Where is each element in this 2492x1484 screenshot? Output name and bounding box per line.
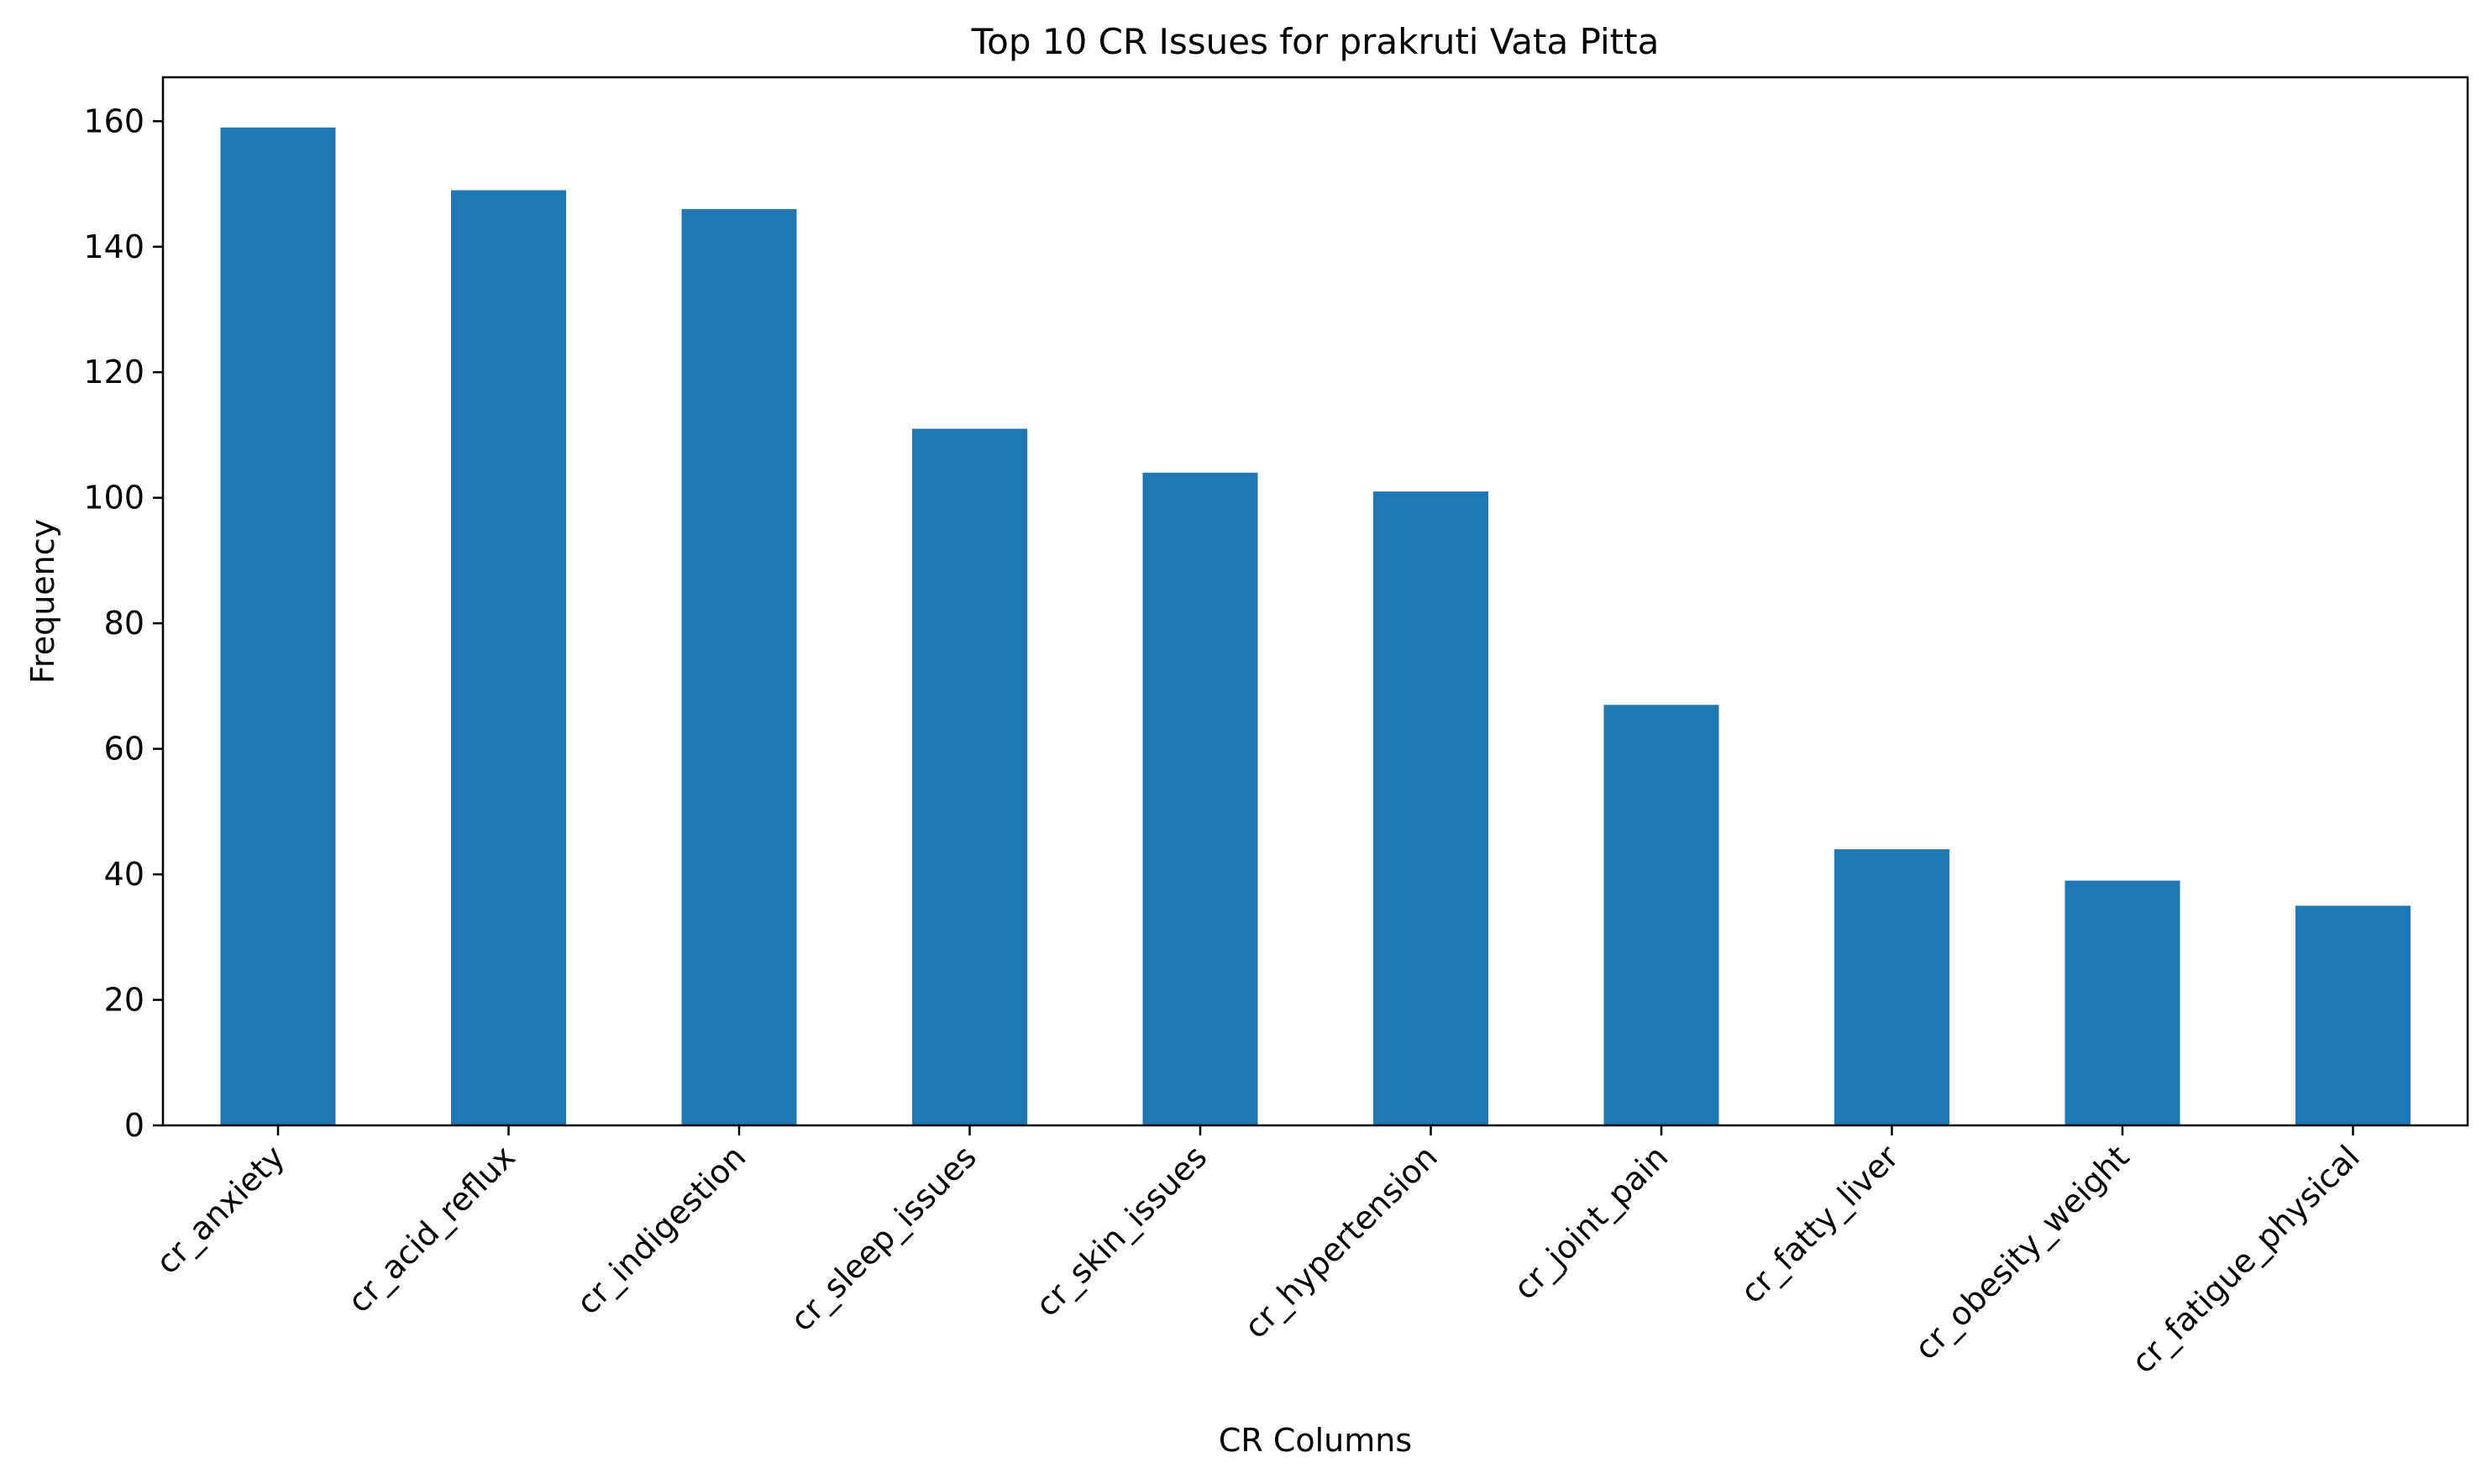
bar-cr-fatty-liver [1834, 849, 1949, 1125]
x-tick-label: cr_joint_pain [1507, 1138, 1676, 1307]
y-axis: 0 20 40 60 80 100 120 140 160 [83, 102, 163, 1144]
x-tick-label: cr_fatty_liver [1734, 1138, 1906, 1310]
x-tick-label: cr_sleep_issues [783, 1138, 983, 1338]
y-tick-label: 0 [124, 1107, 144, 1144]
bar-cr-obesity-weight [2064, 880, 2180, 1125]
y-tick-label: 140 [83, 228, 144, 265]
bar-cr-sleep-issues [912, 428, 1027, 1125]
y-tick-label: 40 [104, 856, 144, 893]
x-tick-label: cr_indigestion [569, 1138, 753, 1321]
y-tick-label: 60 [104, 731, 144, 768]
bar-cr-fatigue-physical [2295, 905, 2411, 1125]
bar-cr-hypertension [1373, 491, 1488, 1125]
bar-cr-indigestion [681, 208, 797, 1126]
x-axis: cr_anxiety cr_acid_reflux cr_indigestion cr… [149, 1125, 2367, 1381]
x-axis-label: CR Columns [1219, 1422, 1412, 1459]
plot-frame [161, 76, 2469, 1127]
y-tick-label: 160 [83, 102, 144, 139]
bars-group [220, 127, 2411, 1126]
x-tick-label: cr_hypertension [1237, 1138, 1445, 1345]
y-tick-label: 120 [83, 354, 144, 391]
x-tick-label: cr_skin_issues [1028, 1138, 1214, 1324]
bar-cr-acid-reflux [451, 190, 566, 1125]
x-tick-label: cr_acid_reflux [340, 1138, 522, 1319]
bar-cr-skin-issues [1142, 472, 1258, 1125]
x-tick-label: cr_fatigue_physical [2124, 1138, 2367, 1381]
x-tick-label: cr_obesity_weight [1907, 1138, 2136, 1366]
bar-cr-anxiety [220, 127, 336, 1125]
x-tick-label: cr_anxiety [149, 1138, 291, 1281]
chart-title: Top 10 CR Issues for prakruti Vata Pitta [971, 21, 1660, 62]
y-tick-label: 80 [104, 605, 144, 642]
y-tick-label: 100 [83, 480, 144, 517]
bar-cr-joint-pain [1603, 705, 1719, 1125]
y-tick-label: 20 [104, 982, 144, 1019]
y-axis-label: Frequency [24, 519, 61, 684]
